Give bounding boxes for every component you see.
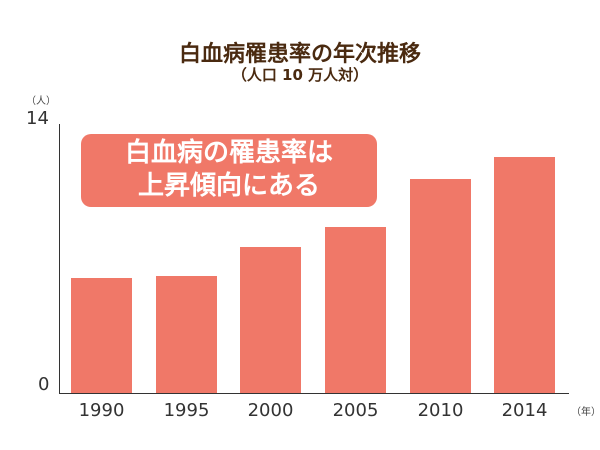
bar-1990 [71, 277, 132, 393]
callout-line-2: 上昇傾向にある [137, 171, 320, 201]
bar-1995 [156, 276, 217, 393]
y-axis-unit: （人） [26, 96, 56, 107]
chart-subtitle: （人口 10 万人対） [231, 66, 369, 84]
x-axis-unit: （年） [571, 407, 600, 418]
x-tick-label: 2010 [417, 400, 464, 421]
x-tick-label: 1995 [163, 400, 210, 421]
bar-2014 [494, 157, 555, 393]
annotation-callout: 白血病の罹患率は 上昇傾向にある [81, 134, 377, 207]
y-tick-min: 0 [38, 374, 50, 395]
y-axis-line [59, 124, 60, 394]
bar-2005 [325, 227, 386, 393]
x-tick-label: 1990 [78, 400, 125, 421]
x-tick-label: 2014 [501, 400, 548, 421]
chart-title: 白血病罹患率の年次推移 [178, 42, 421, 67]
x-tick-label: 2000 [247, 400, 294, 421]
x-tick-label: 2005 [332, 400, 379, 421]
bar-2010 [410, 178, 471, 393]
callout-line-1: 白血病の罹患率は [124, 138, 333, 168]
bar-2000 [240, 246, 301, 393]
y-tick-max: 14 [26, 108, 49, 129]
x-axis-line [59, 393, 569, 394]
